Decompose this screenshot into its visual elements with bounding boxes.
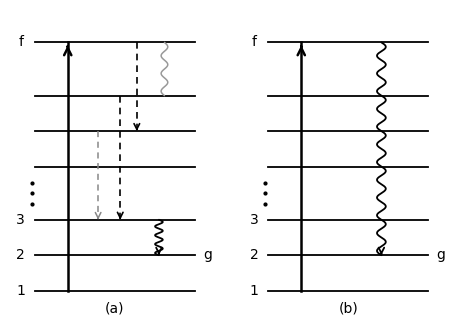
Text: 3: 3 — [17, 213, 25, 227]
Text: g: g — [203, 248, 212, 262]
Text: 2: 2 — [17, 248, 25, 262]
Text: f: f — [252, 36, 257, 50]
Text: 1: 1 — [16, 284, 25, 298]
Text: 2: 2 — [250, 248, 259, 262]
Text: 1: 1 — [250, 284, 259, 298]
Text: (b): (b) — [338, 302, 358, 316]
Text: g: g — [437, 248, 446, 262]
Text: 3: 3 — [250, 213, 259, 227]
Text: (a): (a) — [105, 302, 125, 316]
Text: f: f — [18, 36, 23, 50]
